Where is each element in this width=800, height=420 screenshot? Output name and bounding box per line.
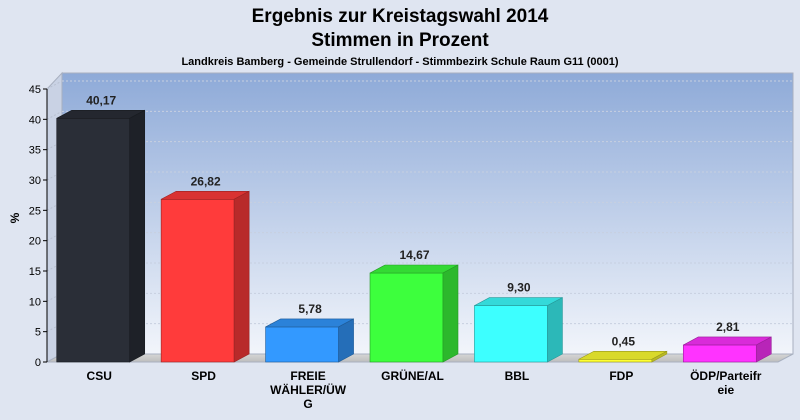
y-tick-label: 5 [35, 327, 41, 339]
bar-front [265, 326, 339, 363]
bars: 40,17 26,82 5,78 14,67 9,30 0,45 2,81 [56, 93, 772, 363]
grid-line [46, 262, 63, 272]
data-label: 0,45 [612, 334, 636, 348]
x-tick-label: ÖDP/Parteifr [690, 368, 762, 383]
x-tick-label: SPD [191, 369, 216, 383]
bar [160, 190, 250, 363]
y-tick-label: 0 [35, 357, 41, 369]
data-label: 5,78 [298, 302, 322, 316]
x-tick-label: FREIE [290, 369, 325, 383]
chart-title: Ergebnis zur Kreistagswahl 2014 [252, 6, 549, 27]
x-tick-label: G [303, 397, 312, 411]
data-label: 14,67 [399, 248, 429, 262]
y-tick-label: 15 [29, 266, 41, 278]
data-label: 2,81 [716, 320, 740, 334]
bar-side [338, 318, 354, 363]
y-tick-label: 35 [29, 145, 41, 157]
grid-line [46, 80, 63, 90]
x-tick-label: BBL [505, 369, 530, 383]
y-tick-label: 30 [29, 175, 41, 187]
y-axis-label: % [8, 212, 22, 223]
chart-subtitle: Landkreis Bamberg - Gemeinde Strullendor… [181, 56, 618, 68]
bar-front [682, 344, 757, 363]
bar-front [369, 272, 444, 363]
chart-title-line2: Stimmen in Prozent [311, 30, 489, 51]
bar [265, 318, 354, 363]
bar [56, 109, 146, 363]
grid-line [46, 110, 63, 120]
y-tick-label: 10 [29, 296, 41, 308]
y-tick-label: 25 [29, 205, 41, 217]
bar [578, 350, 668, 363]
bar-side [129, 109, 146, 363]
grid-line [46, 323, 63, 333]
y-tick-label: 20 [29, 236, 41, 248]
bar [682, 336, 772, 363]
grid-line [46, 201, 63, 211]
bar-front [56, 118, 131, 363]
x-tick-label: CSU [87, 369, 112, 383]
bar [474, 297, 563, 363]
x-tick-label: FDP [609, 369, 633, 383]
y-tick-label: 45 [29, 84, 41, 96]
bar-front [578, 358, 653, 363]
grid-line [46, 141, 63, 151]
bar-front [160, 198, 235, 363]
x-tick-label: WÄHLER/ÜW [270, 382, 347, 397]
data-label: 9,30 [507, 281, 531, 295]
bar-side [755, 336, 772, 363]
bar-side [442, 264, 459, 363]
bar-side [651, 350, 668, 363]
x-tick-label: eie [717, 383, 734, 397]
bar-side [233, 190, 250, 363]
grid-line [46, 171, 63, 181]
grid-line [46, 232, 63, 242]
data-label: 26,82 [191, 174, 221, 188]
bar-side [547, 297, 563, 363]
bar [369, 264, 459, 363]
grid-line [46, 292, 63, 302]
bar-front [474, 305, 548, 363]
x-tick-label: GRÜNE/AL [381, 368, 444, 383]
y-tick-label: 40 [29, 114, 41, 126]
y-axis: 0 5 10 15 20 25 30 35 40 45 [29, 84, 48, 369]
data-label: 40,17 [86, 93, 116, 107]
